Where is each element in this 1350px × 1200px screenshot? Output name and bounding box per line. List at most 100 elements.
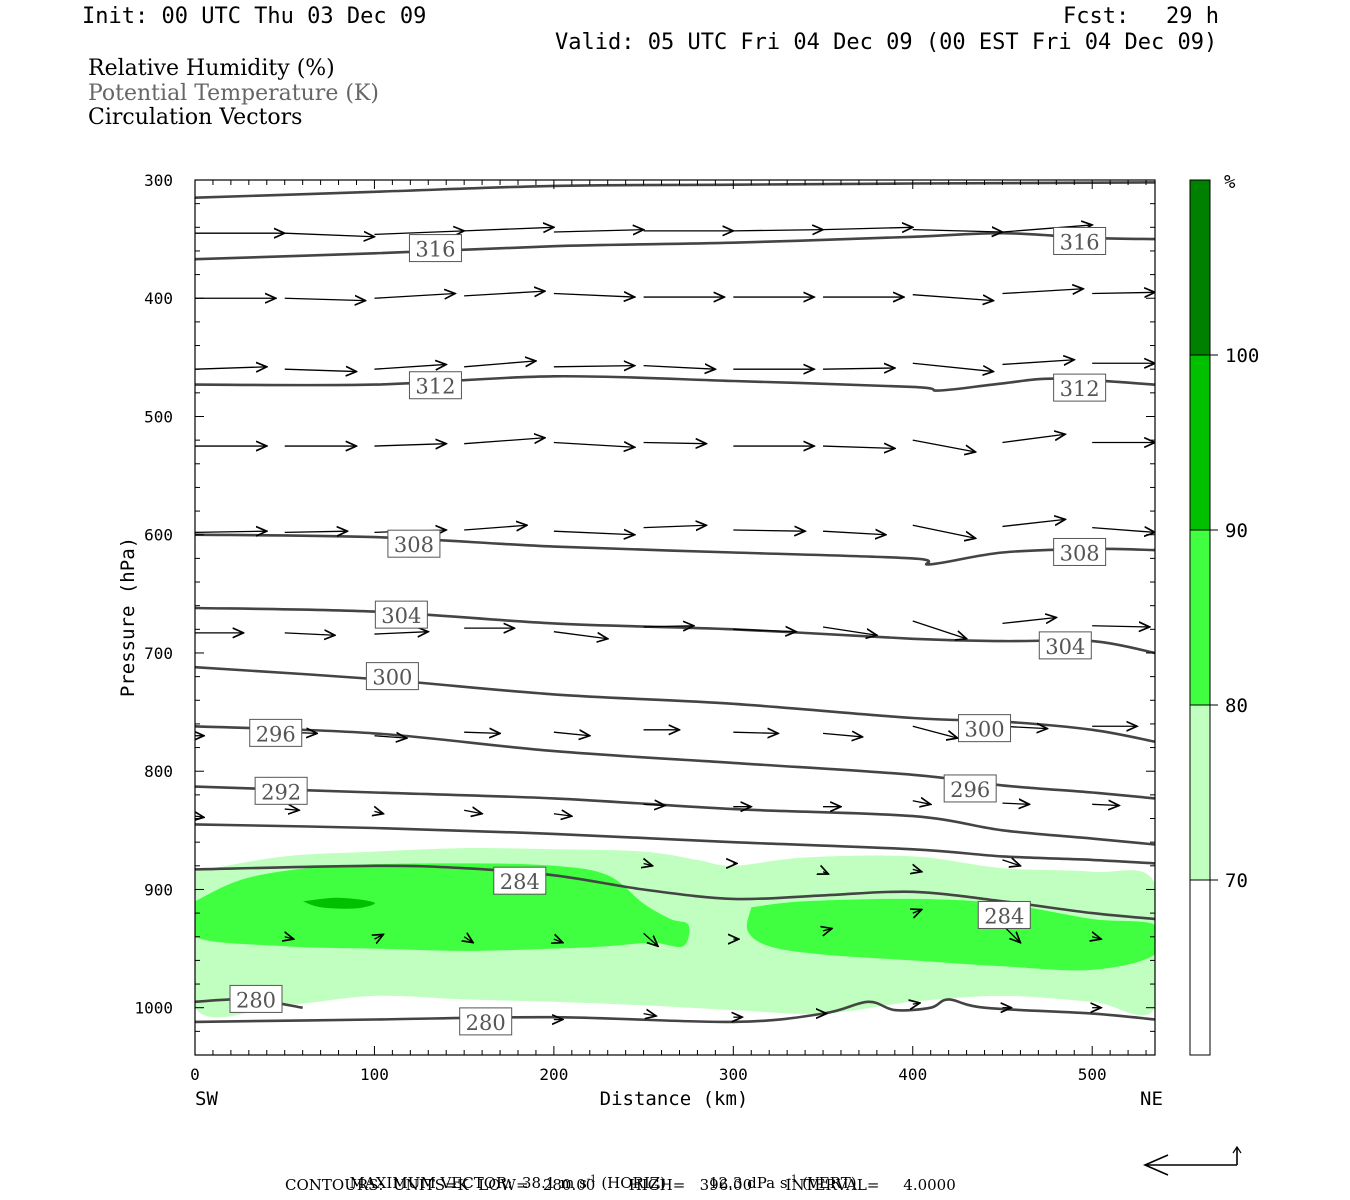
theta-isoline-312 (195, 374, 1155, 392)
isoline-label-300: 300 (365, 662, 419, 691)
circulation-vector (733, 530, 805, 531)
circulation-vector (733, 732, 778, 733)
theta-isoline-316 (195, 181, 1155, 199)
colorbar-level-label: 100 (1225, 345, 1259, 367)
theta-isoline-288 (195, 823, 1155, 865)
circulation-vector (644, 863, 653, 865)
circulation-vector (464, 291, 545, 296)
circulation-vector (284, 298, 366, 300)
circulation-vector (553, 531, 635, 535)
isoline-label-text: 304 (1045, 635, 1085, 659)
colorbar-segment (1189, 529, 1211, 706)
circulation-vector (912, 524, 976, 538)
circulation-vector (195, 816, 204, 817)
colorbar-level-label: 70 (1225, 870, 1248, 892)
isoline-label-312: 312 (1053, 373, 1107, 402)
colorbar-segment (1189, 879, 1211, 1056)
circulation-vector (823, 872, 828, 874)
circulation-vector (912, 620, 967, 639)
circulation-vector (823, 928, 832, 930)
isoline-label-296: 296 (249, 718, 303, 747)
isoline-label-box (459, 1007, 513, 1036)
x-tick-label: 400 (898, 1065, 927, 1084)
x-tick-label: 100 (360, 1065, 389, 1084)
circulation-vector (1092, 626, 1149, 627)
circulation-vector (374, 811, 383, 813)
colorbar: 70 80 90 100 (1189, 179, 1259, 1056)
isoline-label-box (1053, 537, 1107, 566)
init-time: Init: 00 UTC Thu 03 Dec 09 (82, 4, 427, 29)
circulation-vector (374, 364, 446, 369)
max-vector-vert: 12.3 dPa s (708, 1174, 788, 1192)
circulation-vector (1002, 434, 1065, 444)
y-axis-title: Pressure (hPa) (117, 537, 139, 697)
colorbar-segment (1189, 704, 1211, 881)
field-label-theta: Potential Temperature (K) (88, 81, 379, 106)
circulation-vector (284, 531, 348, 532)
x-tick-label: 300 (719, 1065, 748, 1084)
isoline-label-308: 308 (387, 529, 441, 558)
isoline-label-box (408, 234, 462, 263)
circulation-vector (1092, 804, 1119, 805)
isoline-label-text: 296 (950, 778, 990, 802)
circulation-vector (1092, 937, 1101, 939)
isoline-label-text: 284 (500, 870, 540, 894)
circulation-vector (464, 525, 527, 530)
circulation-vector (285, 937, 294, 939)
x-tick-label: 200 (539, 1065, 568, 1084)
circulation-vector (643, 443, 707, 444)
circulation-vector (1002, 519, 1065, 528)
x-tick-label: 0 (190, 1065, 200, 1084)
y-tick-label: 700 (144, 644, 173, 663)
y-tick-label: 1000 (134, 999, 173, 1018)
isoline-label-296: 296 (943, 774, 997, 803)
isoline-label-box (493, 866, 547, 895)
circulation-vector (643, 932, 658, 946)
isoline-label-text: 284 (984, 904, 1024, 928)
circulation-vector (1002, 225, 1092, 233)
circulation-vector (464, 732, 500, 733)
theta-isoline-280 (195, 998, 1155, 1024)
circulation-vector (374, 231, 464, 235)
circulation-vector (553, 631, 608, 639)
circulation-vector (912, 439, 976, 452)
circulation-vector (1092, 528, 1155, 533)
circulation-vector (374, 444, 446, 446)
circulation-vector (913, 869, 922, 871)
humidity-region-80 (746, 898, 1155, 971)
circulation-vector (1002, 289, 1083, 294)
isoline-label-box (1053, 226, 1107, 255)
isoline-label-box (1053, 373, 1107, 402)
circulation-vector (823, 227, 913, 229)
circulation-vector (553, 230, 644, 232)
colorbar-level-label: 80 (1225, 695, 1248, 717)
footer-contour-info: CONTOURS: UNITS=K LOW= 280.00 HIGH= 396.… (285, 1176, 956, 1194)
circulation-vector (374, 934, 383, 939)
isoline-label-text: 300 (372, 666, 412, 690)
humidity-region-80 (195, 863, 690, 951)
x-end-label-sw: SW (195, 1088, 218, 1110)
circulation-vector (733, 629, 796, 631)
max-vector-horiz: MAXIMUM VECTOR: 38.1 m s (349, 1174, 587, 1192)
circulation-vector (643, 804, 666, 805)
circulation-vector (464, 227, 554, 231)
circulation-vector (374, 632, 428, 634)
isoline-label-316: 316 (1053, 226, 1107, 255)
theta-isoline-292 (195, 785, 1155, 846)
circulation-vector (643, 626, 694, 627)
isoline-label-300: 300 (958, 714, 1012, 743)
isoline-label-304: 304 (374, 600, 428, 629)
circulation-vector (374, 736, 406, 738)
y-tick-label: 600 (144, 526, 173, 545)
circulation-vector (553, 443, 635, 448)
theta-isoline-316 (195, 231, 1155, 261)
footer-max-vector: MAXIMUM VECTOR: 38.1 m s-1 (HORIZ) 12.3 … (349, 1174, 857, 1192)
circulation-vector (913, 1003, 920, 1004)
isoline-label-284: 284 (493, 866, 547, 895)
x-end-label-ne: NE (1140, 1088, 1163, 1110)
isoline-label-304: 304 (1038, 631, 1092, 660)
circulation-vector (284, 369, 357, 371)
isoline-label-box (943, 774, 997, 803)
field-label-vectors: Circulation Vectors (88, 105, 303, 130)
y-tick-label: 300 (144, 171, 173, 190)
